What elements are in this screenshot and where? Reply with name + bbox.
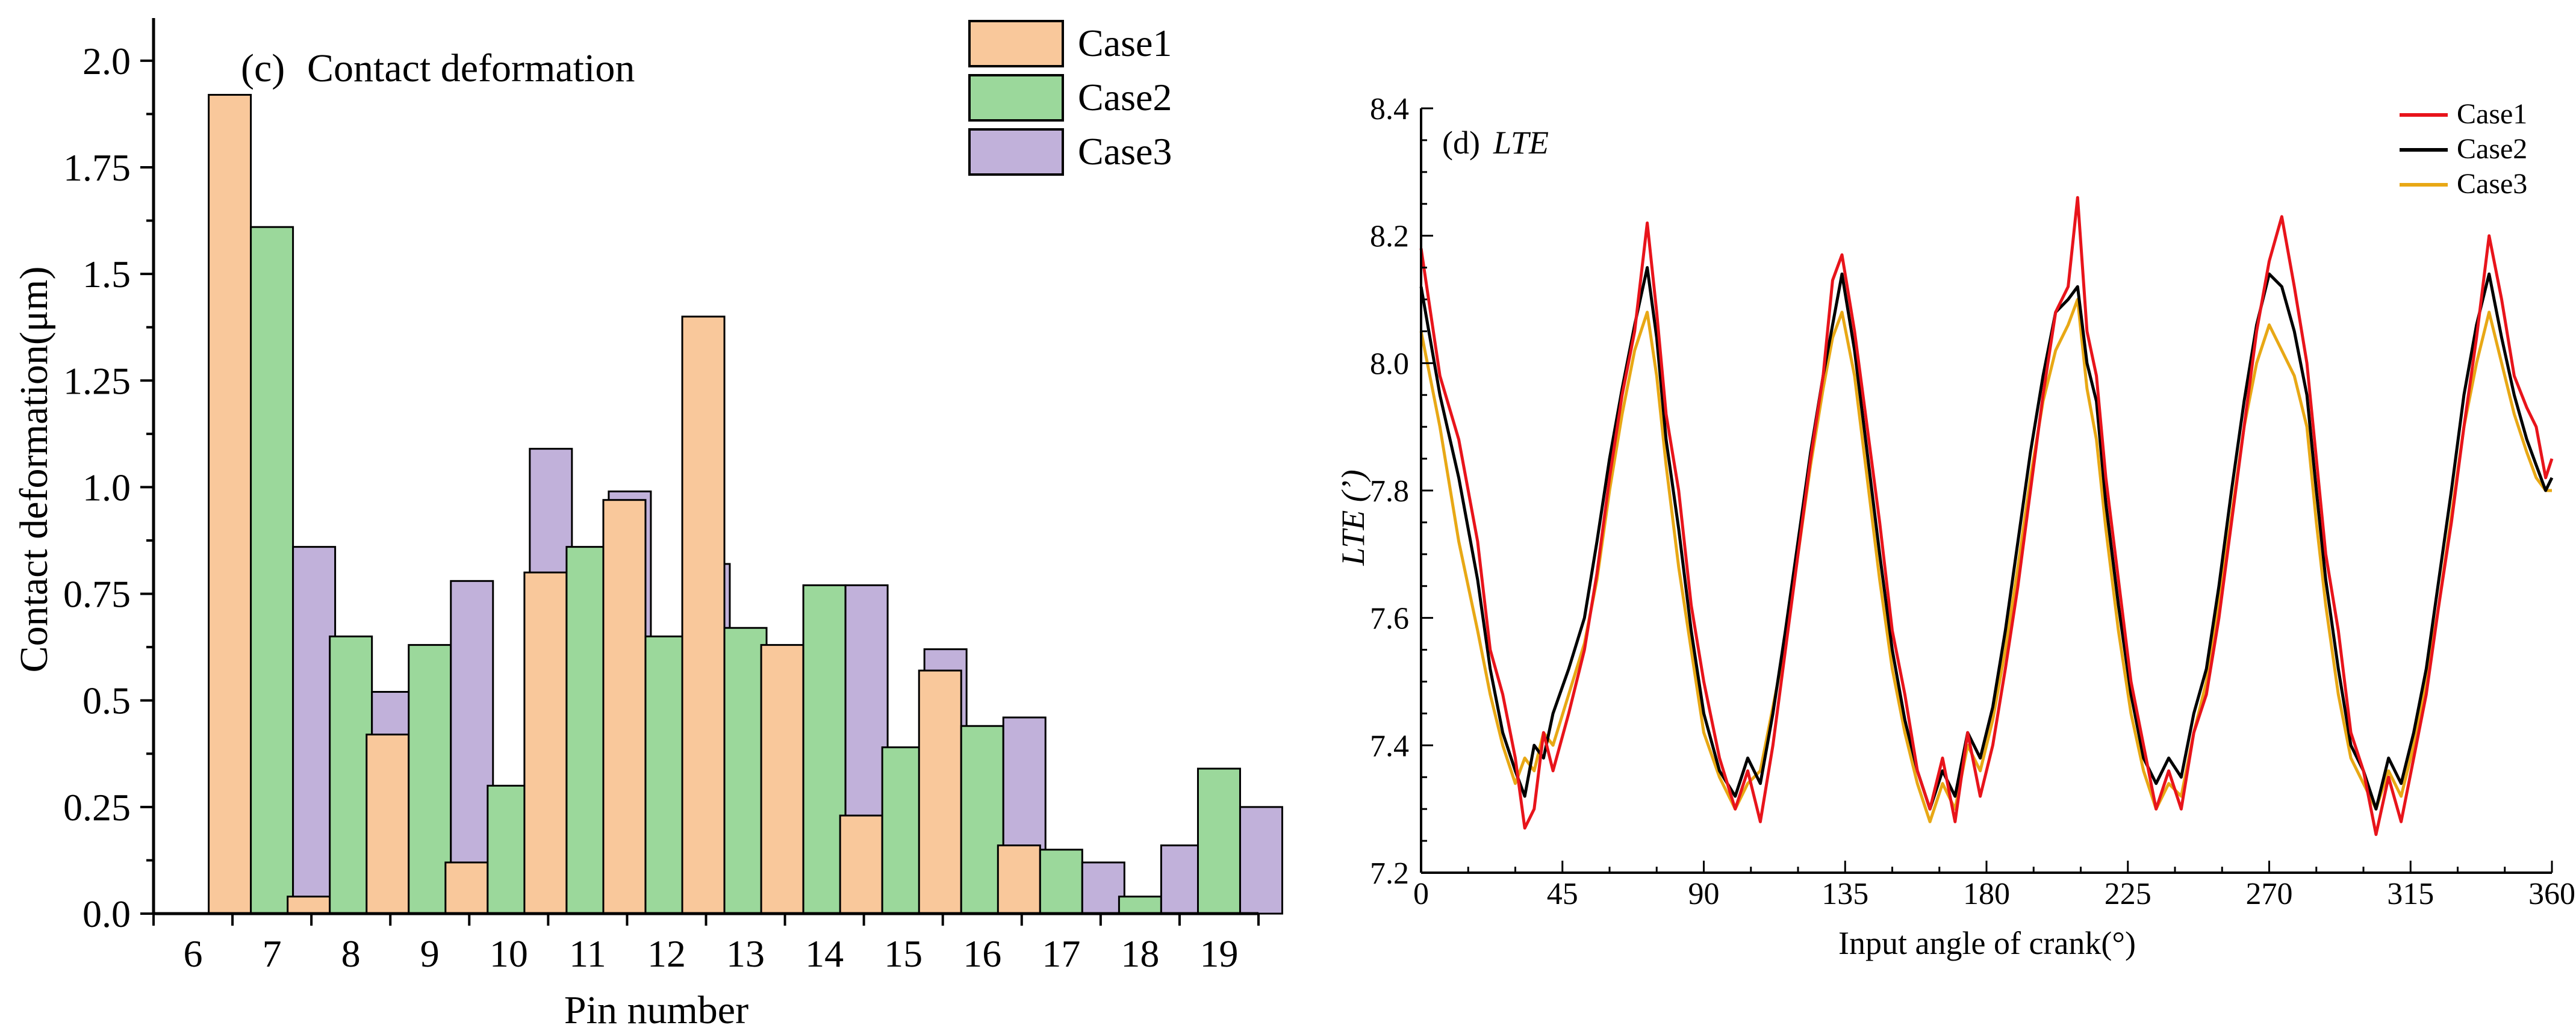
d-y-tick-label: 8.2 [1370,220,1409,254]
c-legend-swatch-case1 [968,20,1064,67]
c-y-tick-label: 1.75 [63,146,131,189]
d-legend-label-case2: Case2 [2457,133,2527,165]
bar-case1-pin-13 [681,315,726,915]
bar-case1-pin-9 [366,733,410,915]
c-legend-label-case3: Case3 [1078,130,1172,173]
d-legend-label-case3: Case3 [2457,168,2527,200]
c-bars-group [208,94,1283,915]
d-x-tick-label-270: 270 [2246,877,2293,911]
d-lines-group [1419,196,2554,836]
d-panel-title: LTE [1493,125,1549,161]
bar-case2-pin-18 [1118,896,1162,915]
bar-case2-pin-12 [644,635,689,915]
d-y-tick-label: 7.4 [1370,729,1409,763]
d-legend-label-case1: Case1 [2457,98,2527,130]
bar-case2-pin-15 [881,746,926,915]
c-y-tick-label: 0.25 [63,786,131,829]
bar-case1-pin-7 [208,94,252,915]
c-legend-swatch-case2 [968,74,1064,122]
c-x-tick-label-10: 10 [490,932,528,975]
d-x-tick-label-360: 360 [2528,877,2575,911]
c-panel-title: Contact deformation [307,46,635,90]
c-x-axis-title: Pin number [564,988,748,1032]
c-x-tick-label-11: 11 [569,932,606,975]
c-x-tick-label-15: 15 [884,932,922,975]
c-legend: Case1 Case2 Case3 [968,20,1172,176]
d-x-tick-label-225: 225 [2105,877,2151,911]
c-y-tick-label: 0.75 [63,573,131,616]
c-x-tick-label-16: 16 [963,932,1001,975]
bar-case3-pin-18 [1160,844,1204,915]
c-y-tick-label: 1.25 [63,359,131,402]
d-x-tick-label-315: 315 [2387,877,2434,911]
bar-case1-pin-8 [287,896,331,915]
c-x-tick-label-18: 18 [1121,932,1159,975]
c-y-tick-label: 2.0 [82,40,131,82]
c-y-tick-label: 1.5 [82,253,131,296]
c-x-tick-label-8: 8 [341,932,361,975]
bar-case2-pin-7 [250,226,294,915]
bar-case1-pin-17 [997,844,1041,915]
d-axes: 7.2 7.4 7.6 7.8 8.0 8.2 8.4 0 45 90 135 180 225 270 31… [1370,92,2575,911]
bar-case2-pin-9 [408,644,452,915]
bar-case2-pin-16 [960,725,1004,915]
bar-case3-pin-17 [1081,861,1125,915]
c-legend-label-case1: Case1 [1078,22,1172,64]
panel-d-line-chart: 7.2 7.4 7.6 7.8 8.0 8.2 8.4 0 45 90 135 180 225 270 31… [1335,92,2575,961]
bar-case1-pin-15 [839,814,883,915]
c-axes: 6 7 8 9 10 11 12 13 14 15 16 17 18 19 0.0 0.25 0.5 0.75 1.… [63,18,1260,975]
bar-case2-pin-13 [723,627,768,915]
bar-case1-pin-11 [523,571,568,915]
d-y-tick-label: 8.4 [1370,92,1409,126]
d-x-tick-label-180: 180 [1963,877,2010,911]
c-y-axis-title: Contact deformation(μm) [12,266,56,672]
panel-c-bar-chart: 6 7 8 9 10 11 12 13 14 15 16 17 18 19 0.0 0.25 0.5 0.75 1.… [12,18,1283,1032]
bar-case1-pin-12 [602,499,647,915]
d-y-tick-label: 8.0 [1370,347,1409,381]
d-panel-title-prefix: (d) [1442,125,1480,161]
c-legend-swatch-case3 [968,128,1064,176]
bar-case1-pin-10 [444,861,489,915]
d-x-tick-label-0: 0 [1413,877,1429,911]
c-y-tick-label: 1.0 [82,466,131,509]
c-x-tick-label-17: 17 [1042,932,1080,975]
d-x-tick-label-135: 135 [1822,877,1868,911]
line-series-case1 [1419,196,2554,836]
c-x-tick-label-9: 9 [420,932,440,975]
c-x-tick-label-13: 13 [726,932,765,975]
c-x-tick-label-12: 12 [647,932,686,975]
d-y-tick-label: 7.6 [1370,602,1409,636]
d-y-tick-label: 7.8 [1370,474,1409,509]
bar-case2-pin-14 [802,584,847,915]
bar-case1-pin-14 [760,644,804,915]
d-y-tick-label: 7.2 [1370,856,1409,891]
c-panel-title-prefix: (c) [241,46,285,90]
bar-case3-pin-7 [292,546,337,915]
c-x-tick-label-19: 19 [1199,932,1238,975]
d-x-axis-title: Input angle of crank(°) [1838,925,2136,961]
d-x-tick-label-90: 90 [1688,877,1720,911]
bar-case2-pin-8 [329,635,373,915]
bar-case3-pin-19 [1239,806,1283,915]
bar-case1-pin-16 [918,669,962,915]
bar-case2-pin-11 [565,546,610,915]
c-legend-label-case2: Case2 [1078,76,1172,119]
bar-case2-pin-10 [487,784,531,915]
d-y-axis-title: LTE (’) [1335,469,1371,566]
bar-case2-pin-17 [1039,849,1083,915]
d-x-tick-label-45: 45 [1547,877,1578,911]
c-y-tick-label: 0.0 [82,893,131,935]
c-x-tick-label-6: 6 [184,932,203,975]
bar-case3-pin-9 [450,580,494,915]
c-x-tick-label-7: 7 [263,932,282,975]
bar-case2-pin-19 [1196,767,1241,915]
c-y-tick-label: 0.5 [82,680,131,722]
c-x-tick-label-14: 14 [805,932,844,975]
